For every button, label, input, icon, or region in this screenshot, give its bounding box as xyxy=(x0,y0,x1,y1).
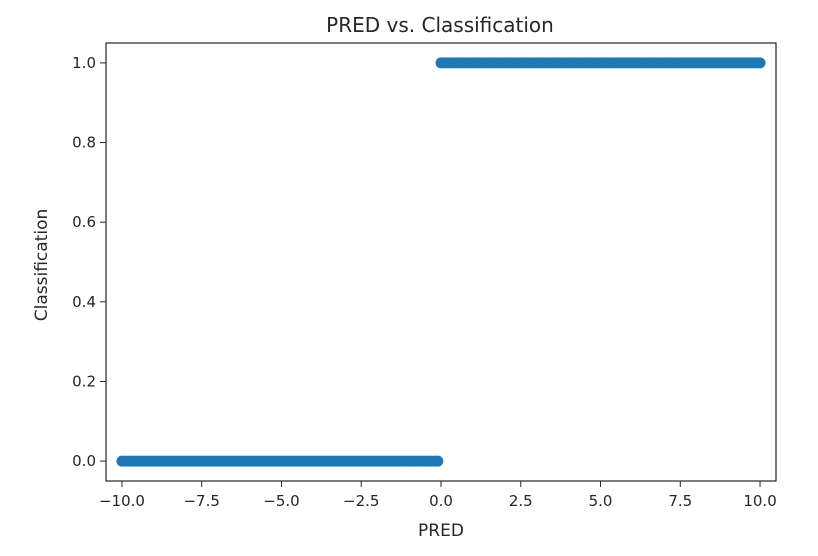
scatter-points xyxy=(116,57,766,467)
y-axis-ticks: 0.0 0.2 0.4 0.6 0.8 1.0 xyxy=(72,54,106,470)
x-axis-label: PRED xyxy=(418,521,464,541)
y-tick-label: 0.6 xyxy=(72,213,96,231)
y-tick-label: 0.0 xyxy=(72,452,96,470)
x-axis-ticks: −10.0 −7.5 −5.0 −2.5 0.0 2.5 5.0 7.5 10.0 xyxy=(99,481,777,510)
x-tick-label: −2.5 xyxy=(343,492,379,510)
x-tick-label: 10.0 xyxy=(743,492,776,510)
y-axis-label: Classification xyxy=(32,209,52,321)
y-tick-label: 1.0 xyxy=(72,54,96,72)
x-tick-label: −7.5 xyxy=(183,492,219,510)
x-tick-label: 7.5 xyxy=(668,492,692,510)
x-tick-label: −5.0 xyxy=(263,492,299,510)
x-tick-label: 0.0 xyxy=(429,492,453,510)
x-tick-label: 5.0 xyxy=(589,492,613,510)
plot-frame xyxy=(105,42,777,482)
x-tick-label: −10.0 xyxy=(99,492,145,510)
scatter-point xyxy=(754,57,766,69)
y-tick-label: 0.2 xyxy=(72,372,96,390)
chart-title: PRED vs. Classification xyxy=(326,13,554,37)
y-tick-label: 0.8 xyxy=(72,134,96,152)
scatter-point xyxy=(432,455,444,467)
y-tick-label: 0.4 xyxy=(72,293,96,311)
x-tick-label: 2.5 xyxy=(509,492,533,510)
